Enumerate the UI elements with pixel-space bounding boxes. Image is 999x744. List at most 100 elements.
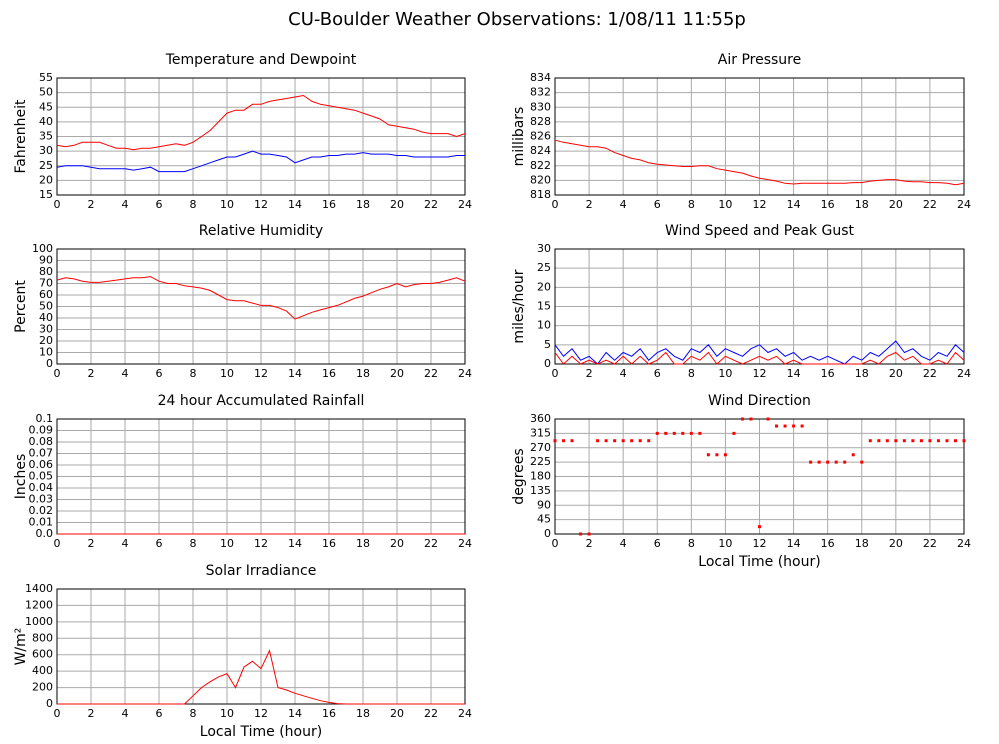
data-point: [570, 439, 574, 443]
data-point: [936, 439, 940, 443]
x-tick-label: 16: [322, 367, 336, 380]
x-tick-label: 2: [586, 367, 593, 380]
data-point: [596, 439, 600, 443]
x-tick-label: 24: [458, 198, 472, 211]
x-axis-label: Local Time (hour): [698, 554, 820, 570]
data-point: [758, 525, 761, 529]
y-tick-label: 15: [537, 300, 551, 313]
y-axis-label: Fahrenheit: [13, 99, 29, 174]
x-tick-label: 18: [356, 707, 370, 720]
y-tick-label: 0.09: [29, 424, 54, 437]
data-point: [919, 439, 923, 443]
x-tick-label: 0: [54, 198, 61, 211]
x-tick-label: 12: [254, 537, 268, 550]
y-tick-label: 50: [39, 300, 53, 313]
y-tick-label: 225: [530, 455, 551, 468]
y-tick-label: 0: [46, 697, 53, 710]
x-tick-label: 20: [390, 537, 404, 550]
y-tick-label: 30: [39, 144, 53, 157]
x-tick-label: 12: [753, 198, 767, 211]
y-tick-label: 600: [32, 648, 53, 661]
y-tick-label: 135: [530, 484, 551, 497]
data-point: [579, 532, 583, 536]
x-tick-label: 14: [787, 537, 801, 550]
x-tick-label: 6: [654, 367, 661, 380]
x-tick-label: 22: [923, 367, 937, 380]
y-axis-label: Inches: [13, 454, 29, 499]
y-tick-label: 270: [530, 441, 551, 454]
x-tick-label: 18: [356, 537, 370, 550]
y-tick-label: 200: [32, 681, 53, 694]
x-tick-label: 18: [855, 537, 869, 550]
chart-title: Wind Direction: [708, 393, 811, 409]
plot-frame: [554, 248, 965, 365]
chart-title: Wind Speed and Peak Gust: [665, 223, 854, 239]
x-tick-label: 2: [88, 367, 95, 380]
x-tick-label: 2: [88, 707, 95, 720]
y-tick-label: 5: [544, 338, 551, 351]
y-tick-label: 800: [32, 631, 53, 644]
y-axis-label: degrees: [511, 448, 527, 504]
data-line: [554, 139, 965, 186]
x-tick-label: 14: [288, 537, 302, 550]
data-point: [834, 460, 838, 464]
chart-title: Relative Humidity: [199, 223, 323, 239]
y-tick-label: 826: [530, 130, 551, 143]
y-tick-label: 0: [544, 527, 551, 540]
data-point: [681, 431, 685, 435]
x-tick-label: 0: [552, 367, 559, 380]
x-tick-label: 2: [586, 198, 593, 211]
chart-title: Solar Irradiance: [206, 563, 317, 579]
x-tick-label: 4: [122, 367, 129, 380]
y-tick-label: 10: [39, 346, 53, 359]
y-tick-label: 55: [39, 71, 53, 84]
data-point: [953, 439, 957, 443]
data-point: [851, 453, 855, 457]
data-line: [57, 649, 465, 705]
y-tick-label: 1000: [25, 615, 53, 628]
y-tick-label: 315: [530, 426, 551, 439]
chart-title: 24 hour Accumulated Rainfall: [158, 393, 365, 409]
y-tick-label: 822: [530, 159, 551, 172]
x-tick-label: 0: [54, 707, 61, 720]
x-tick-label: 22: [424, 537, 438, 550]
x-tick-label: 8: [688, 367, 695, 380]
x-tick-label: 4: [122, 198, 129, 211]
x-tick-label: 14: [288, 707, 302, 720]
x-tick-label: 14: [288, 198, 302, 211]
x-tick-label: 8: [190, 198, 197, 211]
x-tick-label: 14: [787, 367, 801, 380]
x-tick-label: 10: [220, 198, 234, 211]
data-point: [715, 453, 719, 457]
y-tick-label: 832: [530, 86, 551, 99]
data-point: [732, 431, 736, 435]
x-tick-label: 6: [654, 537, 661, 550]
y-tick-label: 0.0: [36, 527, 54, 540]
x-tick-label: 8: [688, 537, 695, 550]
x-tick-label: 2: [586, 537, 593, 550]
y-tick-label: 834: [530, 71, 551, 84]
y-axis-label: miles/hour: [511, 269, 527, 343]
y-tick-label: 0.06: [29, 458, 54, 471]
x-tick-label: 8: [190, 707, 197, 720]
x-tick-label: 22: [424, 367, 438, 380]
x-tick-label: 12: [254, 707, 268, 720]
data-point: [809, 460, 813, 464]
data-point: [706, 453, 710, 457]
data-point: [604, 439, 608, 443]
x-tick-label: 10: [718, 367, 732, 380]
x-tick-label: 6: [156, 367, 163, 380]
data-point: [962, 439, 966, 443]
data-point: [826, 460, 830, 464]
x-tick-label: 4: [620, 537, 627, 550]
x-tick-label: 6: [156, 537, 163, 550]
x-tick-label: 10: [220, 537, 234, 550]
y-tick-label: 30: [39, 323, 53, 336]
x-tick-label: 22: [424, 707, 438, 720]
x-tick-label: 24: [957, 537, 971, 550]
plot-frame: [554, 77, 965, 196]
y-tick-label: 35: [39, 130, 53, 143]
data-point: [655, 431, 659, 435]
